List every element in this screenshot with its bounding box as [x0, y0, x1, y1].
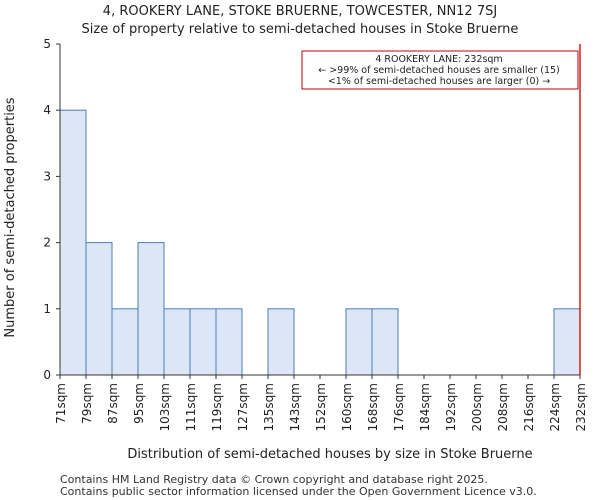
x-tick-label: 176sqm [392, 383, 406, 431]
histogram-bar [553, 308, 581, 376]
x-tick-label: 200sqm [470, 383, 484, 431]
x-tick-label: 224sqm [548, 383, 562, 431]
x-tick-label: 160sqm [340, 383, 354, 431]
y-tick-label: 4 [43, 103, 51, 117]
x-tick-label: 168sqm [366, 383, 380, 431]
histogram-bar [59, 109, 87, 376]
x-tick-label: 208sqm [496, 383, 510, 431]
x-tick-label: 87sqm [106, 383, 120, 424]
x-tick-label: 216sqm [522, 383, 536, 431]
chart-subtitle: Size of property relative to semi-detach… [81, 22, 519, 37]
x-tick-label: 135sqm [262, 383, 276, 431]
histogram-bar [111, 308, 139, 376]
footer-line-2: Contains public sector information licen… [60, 485, 537, 498]
x-tick-label: 152sqm [314, 383, 328, 431]
histogram-bar [345, 308, 373, 376]
y-tick-label: 5 [43, 37, 51, 51]
x-tick-label: 119sqm [210, 383, 224, 431]
histogram-bar [137, 242, 165, 376]
annotation-line: <1% of semi-detached houses are larger (… [328, 76, 550, 87]
annotation-line: ← >99% of semi-detached houses are small… [318, 65, 560, 76]
x-tick-label: 111sqm [184, 383, 198, 431]
annotation-line: 4 ROOKERY LANE: 232sqm [375, 54, 502, 65]
chart-title: 4, ROOKERY LANE, STOKE BRUERNE, TOWCESTE… [102, 4, 498, 19]
x-tick-label: 143sqm [288, 383, 302, 431]
x-tick-label: 192sqm [444, 383, 458, 431]
x-tick-label: 232sqm [574, 383, 588, 431]
histogram-chart: 0 1 2 3 4 5 71sqm 79sqm 87sqm 95sqm 103sqm 111sqm 11… [3, 37, 588, 462]
x-tick-label: 184sqm [418, 383, 432, 431]
y-tick-label: 0 [43, 368, 51, 382]
x-tick-label: 71sqm [54, 383, 68, 424]
histogram-bar [189, 308, 217, 376]
footer-line-1: Contains HM Land Registry data © Crown c… [60, 473, 488, 486]
histogram-bar [267, 308, 295, 376]
histogram-bar [371, 308, 399, 376]
x-tick-label: 127sqm [236, 383, 250, 431]
y-tick-label: 2 [43, 236, 51, 250]
histogram-bar [215, 308, 243, 376]
y-tick-label: 3 [43, 169, 51, 183]
x-axis-label: Distribution of semi-detached houses by … [127, 447, 532, 462]
x-tick-label: 79sqm [80, 383, 94, 424]
y-tick-label: 1 [43, 302, 51, 316]
x-tick-label: 95sqm [132, 383, 146, 424]
annotation-box [301, 50, 579, 90]
histogram-bar [163, 308, 191, 376]
y-axis-label: Number of semi-detached properties [3, 97, 18, 337]
x-tick-label: 103sqm [158, 383, 172, 431]
histogram-bar [85, 242, 113, 376]
